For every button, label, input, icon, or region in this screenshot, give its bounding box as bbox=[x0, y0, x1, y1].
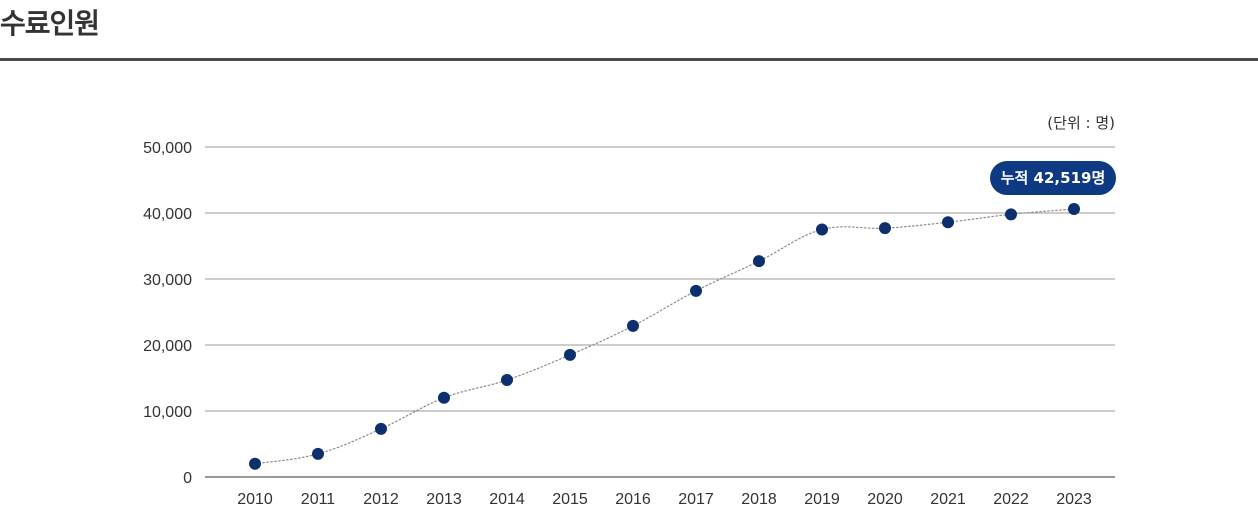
x-tick-label: 2014 bbox=[489, 491, 525, 508]
x-tick-label: 2013 bbox=[426, 491, 462, 508]
x-tick-label: 2023 bbox=[1056, 491, 1092, 508]
data-point bbox=[942, 216, 954, 229]
data-point bbox=[816, 223, 828, 236]
callout-text: 누적 42,519명 bbox=[1001, 169, 1106, 187]
x-tick-label: 2015 bbox=[552, 491, 588, 508]
x-tick-label: 2019 bbox=[804, 491, 840, 508]
x-tick-label: 2022 bbox=[993, 491, 1029, 508]
data-point bbox=[690, 284, 702, 297]
data-point bbox=[501, 373, 513, 386]
unit-label: (단위 : 명) bbox=[1047, 114, 1115, 132]
x-tick-label: 2021 bbox=[930, 491, 966, 508]
x-tick-label: 2018 bbox=[741, 491, 777, 508]
x-tick-label: 2017 bbox=[678, 491, 714, 508]
data-point bbox=[438, 391, 450, 404]
callout-badge bbox=[990, 161, 1116, 196]
data-point bbox=[249, 457, 261, 470]
page-title: 수료인원 bbox=[0, 7, 100, 40]
x-tick-label: 2011 bbox=[301, 491, 336, 508]
data-point bbox=[1068, 203, 1080, 216]
data-point bbox=[879, 222, 891, 235]
data-point bbox=[1005, 208, 1017, 221]
data-point bbox=[375, 422, 387, 435]
x-tick-label: 2016 bbox=[615, 491, 651, 508]
data-point bbox=[564, 348, 576, 361]
x-tick-label: 2010 bbox=[237, 491, 273, 508]
y-tick-label: 20,000 bbox=[143, 338, 192, 355]
y-tick-label: 30,000 bbox=[143, 272, 192, 289]
data-point bbox=[753, 255, 765, 268]
y-tick-label: 0 bbox=[183, 470, 192, 487]
data-point bbox=[627, 319, 639, 332]
title-divider bbox=[0, 58, 1258, 61]
series-line bbox=[254, 208, 1075, 465]
y-tick-label: 10,000 bbox=[143, 404, 192, 421]
y-tick-label: 40,000 bbox=[143, 206, 192, 223]
x-tick-label: 2020 bbox=[867, 491, 903, 508]
y-tick-label: 50,000 bbox=[143, 140, 192, 157]
x-tick-label: 2012 bbox=[363, 491, 399, 508]
data-point bbox=[312, 447, 324, 460]
